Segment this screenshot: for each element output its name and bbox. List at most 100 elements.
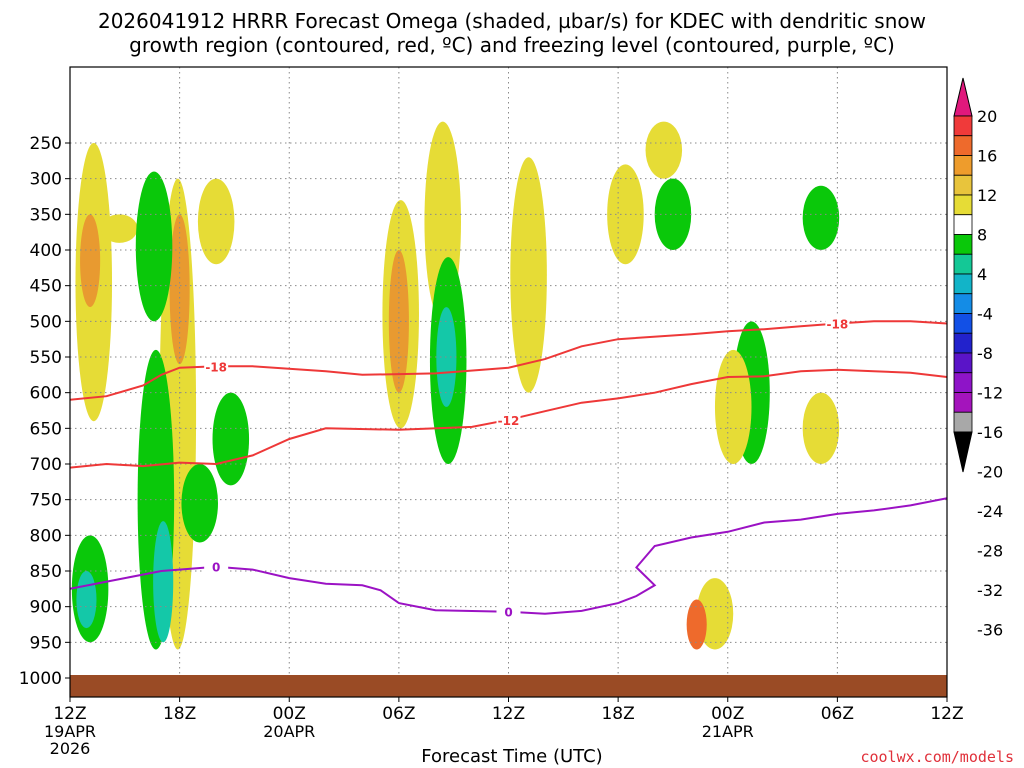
colorbar-label-13: -36 xyxy=(977,621,1003,640)
colorbar-bin-13 xyxy=(953,352,973,374)
colorbar-label-5: -4 xyxy=(977,305,993,324)
y-tick-label-500: 500 xyxy=(30,312,62,332)
x-date-label-0: 19APR xyxy=(44,722,96,741)
credit-link[interactable]: coolwx.com/models xyxy=(860,748,1014,766)
omega-feature-27 xyxy=(714,349,752,464)
omega-feature-22 xyxy=(802,185,840,250)
y-tick-label-900: 900 xyxy=(30,598,62,618)
y-tick-label-600: 600 xyxy=(30,384,62,404)
colorbar-bin-3 xyxy=(953,155,973,176)
chart-title-line-1: 2026041912 HRRR Forecast Omega (shaded, … xyxy=(97,9,926,33)
contour-freezing-level-0 xyxy=(70,497,947,615)
omega-feature-4 xyxy=(169,214,190,365)
colorbar-label-2: 12 xyxy=(977,186,997,205)
x-tick-label-18: 06Z xyxy=(382,704,415,724)
omega-feature-21 xyxy=(654,178,692,250)
contour-label-bg-dendritic-18-0 xyxy=(204,359,229,374)
y-tick-label-950: 950 xyxy=(30,633,62,653)
omega-feature-20 xyxy=(645,121,683,179)
x-year-label-0: 2026 xyxy=(50,739,91,758)
omega-shading xyxy=(71,121,840,650)
y-tick-label-750: 750 xyxy=(30,491,62,511)
contour-label-bg-freezing-level-0-1 xyxy=(496,604,521,619)
omega-feature-11 xyxy=(181,464,218,543)
contour-label-dendritic-18-0: -18 xyxy=(205,360,227,374)
colorbar-bin-12 xyxy=(953,332,973,354)
axes: 250 300 350 400 450 500 550 600 650 700 750 800 850 9… xyxy=(19,134,964,758)
colorbar-bin-4 xyxy=(953,174,973,196)
y-tick-label-250: 250 xyxy=(30,134,62,154)
contour-dendritic-12 xyxy=(70,368,947,469)
y-tick-label-700: 700 xyxy=(30,455,62,475)
grid xyxy=(70,67,947,697)
x-tick-label-6: 18Z xyxy=(163,704,196,724)
colorbar-label-11: -28 xyxy=(977,542,1003,561)
colorbar-label-1: 16 xyxy=(977,147,997,166)
contour-label-bg-freezing-level-0-0 xyxy=(204,559,229,574)
omega-feature-24 xyxy=(686,599,707,650)
y-tick-label-400: 400 xyxy=(30,241,62,261)
omega-feature-14 xyxy=(388,250,409,393)
colorbar-label-8: -16 xyxy=(977,423,1003,442)
colorbar-bin-7 xyxy=(953,234,973,255)
colorbar-label-4: 4 xyxy=(977,265,987,284)
y-tick-label-650: 650 xyxy=(30,419,62,439)
colorbar-bin-14 xyxy=(953,372,973,393)
omega-feature-12 xyxy=(212,392,250,486)
x-tick-label-12: 00Z xyxy=(273,704,306,724)
y-tick-label-350: 350 xyxy=(30,205,62,225)
contour-label-dendritic-18-1: -18 xyxy=(827,317,849,331)
contour-label-bg-dendritic-12-0 xyxy=(496,412,521,427)
x-tick-label-36: 00Z xyxy=(711,704,744,724)
contour-label-bg-dendritic-18-1 xyxy=(825,316,850,331)
contour-label-dendritic-12-0: -12 xyxy=(498,414,520,428)
x-axis-label: Forecast Time (UTC) xyxy=(421,746,603,767)
contour-label-freezing-level-0-1: 0 xyxy=(504,606,512,620)
x-tick-label-30: 18Z xyxy=(601,704,634,724)
colorbar: 20 16 12 8 4 -4 -8 -12 -16 -20 -24 -28 -32 -36 xyxy=(953,77,1003,640)
colorbar-bin-8 xyxy=(953,253,973,275)
colorbar-top-arrow xyxy=(953,77,973,117)
x-tick-label-42: 06Z xyxy=(821,704,854,724)
omega-feature-2 xyxy=(101,214,138,243)
colorbar-bin-16 xyxy=(953,411,973,433)
colorbar-bin-15 xyxy=(953,392,973,413)
colorbar-bottom-arrow xyxy=(953,431,973,473)
x-tick-label-24: 12Z xyxy=(492,704,525,724)
x-date-label-12: 20APR xyxy=(263,722,315,741)
contours: -18 -18 -12 0 0 xyxy=(70,316,947,620)
colorbar-label-0: 20 xyxy=(977,107,997,126)
x-tick-label-48: 12Z xyxy=(930,704,963,724)
colorbar-bin-5 xyxy=(953,194,973,216)
y-tick-label-1000: 1000 xyxy=(19,669,62,689)
colorbar-label-12: -32 xyxy=(977,581,1003,600)
omega-feature-1 xyxy=(80,214,101,308)
x-tick-label-0: 12Z xyxy=(53,704,86,724)
contour-dendritic-18 xyxy=(70,320,947,401)
y-tick-label-550: 550 xyxy=(30,348,62,368)
colorbar-bin-11 xyxy=(953,313,973,334)
colorbar-bin-1 xyxy=(953,115,973,137)
omega-feature-5 xyxy=(197,178,235,265)
y-tick-label-800: 800 xyxy=(30,526,62,546)
x-date-label-36: 21APR xyxy=(702,722,754,741)
colorbar-bin-6 xyxy=(953,214,973,235)
colorbar-label-9: -20 xyxy=(977,463,1003,482)
colorbar-bin-10 xyxy=(953,293,973,314)
y-tick-label-850: 850 xyxy=(30,562,62,582)
omega-feature-18 xyxy=(510,157,547,393)
contour-label-freezing-level-0-0: 0 xyxy=(212,561,220,575)
omega-feature-8 xyxy=(153,521,174,643)
colorbar-label-7: -12 xyxy=(977,384,1003,403)
y-tick-label-450: 450 xyxy=(30,277,62,297)
y-tick-label-300: 300 xyxy=(30,170,62,190)
colorbar-label-6: -8 xyxy=(977,344,993,363)
colorbar-bin-9 xyxy=(953,273,973,295)
chart-title-line-2: growth region (contoured, red, ºC) and f… xyxy=(129,33,895,57)
colorbar-label-10: -24 xyxy=(977,502,1003,521)
omega-feature-10 xyxy=(76,571,97,629)
omega-feature-6 xyxy=(135,171,173,322)
colorbar-bin-2 xyxy=(953,135,973,156)
colorbar-label-3: 8 xyxy=(977,226,987,245)
